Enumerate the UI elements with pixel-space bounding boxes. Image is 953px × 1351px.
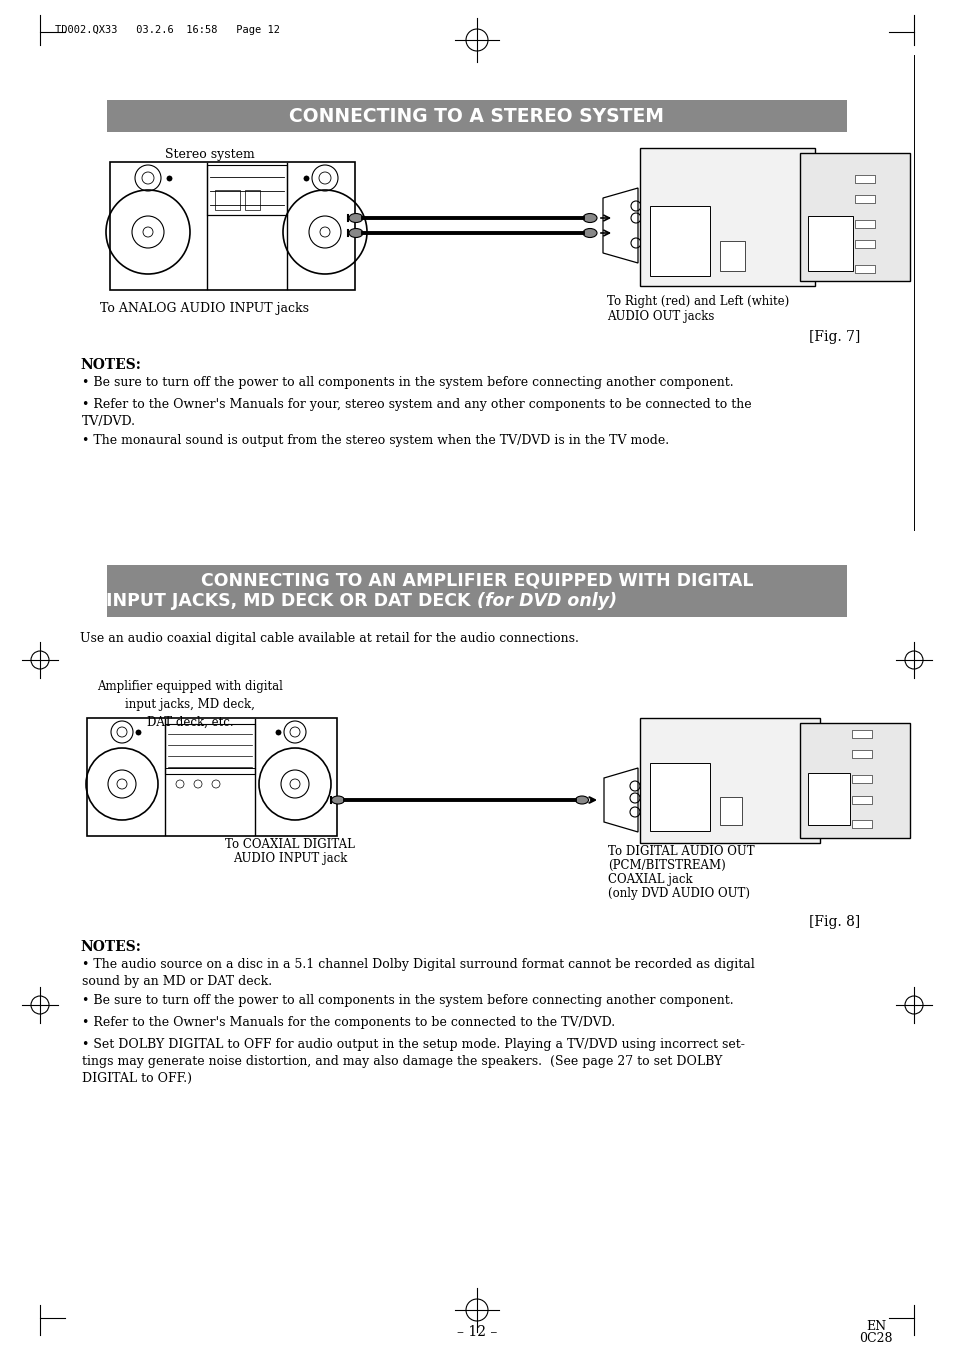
Text: [Fig. 8]: [Fig. 8] xyxy=(808,915,859,929)
Bar xyxy=(720,797,741,825)
Text: • Refer to the Owner's Manuals for your, stereo system and any other components : • Refer to the Owner's Manuals for your,… xyxy=(82,399,751,428)
Bar xyxy=(649,763,709,831)
Bar xyxy=(107,100,846,132)
Bar xyxy=(851,730,871,738)
Bar xyxy=(639,149,814,286)
Text: CONNECTING TO A STEREO SYSTEM: CONNECTING TO A STEREO SYSTEM xyxy=(289,107,664,126)
Ellipse shape xyxy=(349,213,363,223)
Bar xyxy=(245,190,260,209)
Text: To COAXIAL DIGITAL: To COAXIAL DIGITAL xyxy=(225,838,355,851)
Text: NOTES:: NOTES: xyxy=(80,358,141,372)
Bar xyxy=(649,205,709,276)
Bar xyxy=(110,162,355,290)
Polygon shape xyxy=(603,767,638,832)
Bar xyxy=(851,820,871,828)
Bar xyxy=(165,724,254,774)
Ellipse shape xyxy=(575,796,588,804)
Polygon shape xyxy=(602,188,638,263)
Ellipse shape xyxy=(349,228,363,238)
Bar xyxy=(87,717,336,836)
Ellipse shape xyxy=(582,213,597,223)
Ellipse shape xyxy=(582,228,597,238)
Bar xyxy=(807,216,852,272)
Bar xyxy=(851,775,871,784)
Text: Stereo system: Stereo system xyxy=(165,149,254,161)
Bar xyxy=(854,220,874,228)
Text: • Refer to the Owner's Manuals for the components to be connected to the TV/DVD.: • Refer to the Owner's Manuals for the c… xyxy=(82,1016,615,1029)
Text: AUDIO INPUT jack: AUDIO INPUT jack xyxy=(233,852,347,865)
Bar xyxy=(807,773,849,825)
Text: Amplifier equipped with digital
input jacks, MD deck,
DAT deck, etc.: Amplifier equipped with digital input ja… xyxy=(97,680,283,730)
Bar xyxy=(854,195,874,203)
Text: • The audio source on a disc in a 5.1 channel Dolby Digital surround format cann: • The audio source on a disc in a 5.1 ch… xyxy=(82,958,754,988)
Text: CONNECTING TO AN AMPLIFIER EQUIPPED WITH DIGITAL: CONNECTING TO AN AMPLIFIER EQUIPPED WITH… xyxy=(200,571,753,590)
Bar xyxy=(207,165,287,215)
Bar xyxy=(851,750,871,758)
Bar xyxy=(854,265,874,273)
Bar xyxy=(854,176,874,182)
Text: • Be sure to turn off the power to all components in the system before connectin: • Be sure to turn off the power to all c… xyxy=(82,376,733,389)
Text: To ANALOG AUDIO INPUT jacks: To ANALOG AUDIO INPUT jacks xyxy=(100,303,309,315)
Bar xyxy=(800,723,909,838)
Text: To DIGITAL AUDIO OUT: To DIGITAL AUDIO OUT xyxy=(607,844,754,858)
Bar xyxy=(800,153,909,281)
Text: (for DVD only): (for DVD only) xyxy=(476,592,617,611)
Bar xyxy=(851,796,871,804)
Bar xyxy=(854,240,874,249)
Text: • Set DOLBY DIGITAL to OFF for audio output in the setup mode. Playing a TV/DVD : • Set DOLBY DIGITAL to OFF for audio out… xyxy=(82,1038,744,1085)
Text: (PCM/BITSTREAM): (PCM/BITSTREAM) xyxy=(607,859,725,871)
Bar xyxy=(639,717,820,843)
Text: COAXIAL jack: COAXIAL jack xyxy=(607,873,692,886)
Text: 0C28: 0C28 xyxy=(859,1332,892,1346)
Text: – 12 –: – 12 – xyxy=(456,1325,497,1339)
Text: INPUT JACKS, MD DECK OR DAT DECK: INPUT JACKS, MD DECK OR DAT DECK xyxy=(107,592,476,611)
Text: Use an audio coaxial digital cable available at retail for the audio connections: Use an audio coaxial digital cable avail… xyxy=(80,632,578,644)
Text: To Right (red) and Left (white): To Right (red) and Left (white) xyxy=(606,295,788,308)
Text: AUDIO OUT jacks: AUDIO OUT jacks xyxy=(606,309,714,323)
Text: EN: EN xyxy=(865,1320,885,1333)
Text: [Fig. 7]: [Fig. 7] xyxy=(808,330,859,345)
Bar xyxy=(214,190,240,209)
Text: TD002.QX33   03.2.6  16:58   Page 12: TD002.QX33 03.2.6 16:58 Page 12 xyxy=(55,26,280,35)
Bar xyxy=(107,565,846,617)
Text: • Be sure to turn off the power to all components in the system before connectin: • Be sure to turn off the power to all c… xyxy=(82,994,733,1006)
Text: (only DVD AUDIO OUT): (only DVD AUDIO OUT) xyxy=(607,888,749,900)
Text: NOTES:: NOTES: xyxy=(80,940,141,954)
Bar xyxy=(720,240,744,272)
Ellipse shape xyxy=(331,796,344,804)
Text: • The monaural sound is output from the stereo system when the TV/DVD is in the : • The monaural sound is output from the … xyxy=(82,434,668,447)
